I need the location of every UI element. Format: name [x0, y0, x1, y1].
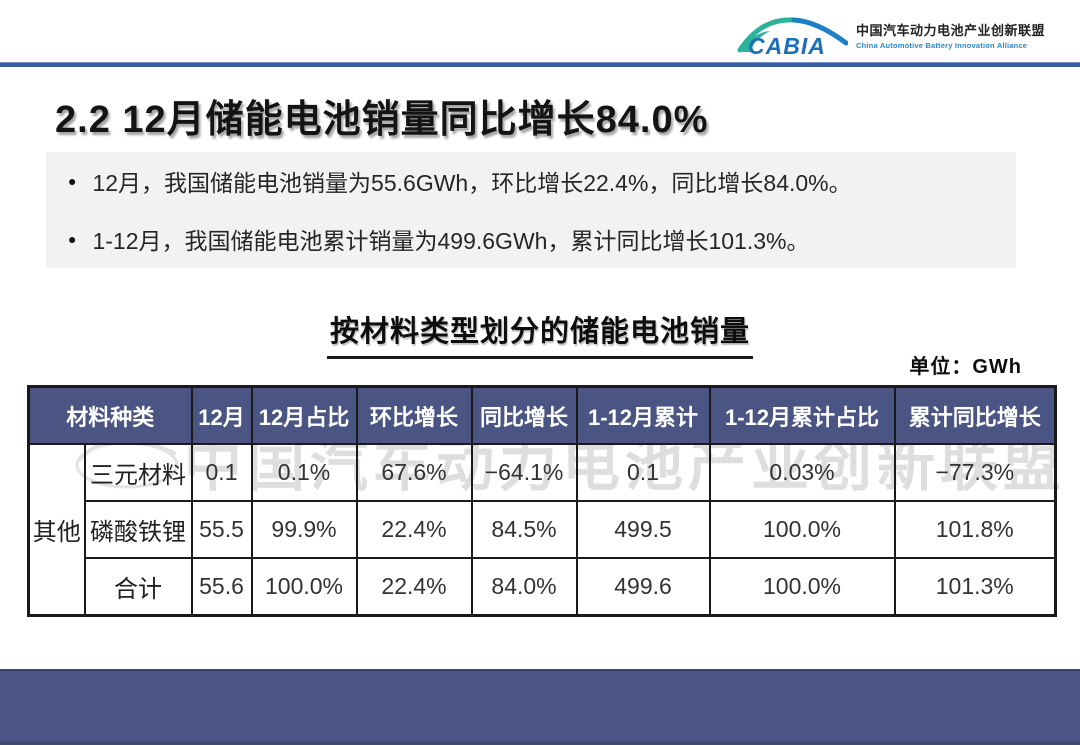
- cell: 101.8%: [893, 500, 1057, 559]
- bullet-item: ● 12月，我国储能电池销量为55.6GWh，环比增长22.4%，同比增长84.…: [68, 164, 1016, 198]
- cell: 100.0%: [250, 557, 358, 617]
- logo-name-cn: 中国汽车动力电池产业创新联盟: [856, 23, 1046, 38]
- col-header-dec: 12月: [190, 385, 253, 445]
- cabia-wordmark: CABIA: [748, 33, 826, 58]
- header-divider-line: [0, 62, 1080, 67]
- cell: −77.3%: [893, 443, 1057, 502]
- cell: 0.03%: [708, 443, 896, 502]
- row-group-label: 其他: [27, 443, 86, 617]
- bullet-text: 1-12月，我国储能电池累计销量为499.6GWh，累计同比增长101.3%。: [92, 228, 810, 254]
- bullet-text: 12月，我国储能电池销量为55.6GWh，环比增长22.4%，同比增长84.0%…: [92, 170, 852, 196]
- material-name: 磷酸铁锂: [83, 500, 193, 559]
- cell: 55.6: [190, 557, 253, 617]
- material-name: 三元材料: [83, 443, 193, 502]
- cell: 84.0%: [470, 557, 578, 617]
- table-title-wrap: 按材料类型划分的储能电池销量: [0, 308, 1080, 359]
- cabia-logo: CABIA 中国汽车动力电池产业创新联盟 China Automotive Ba…: [736, 10, 1056, 60]
- col-header-ytd-total: 1-12月累计: [575, 385, 711, 445]
- col-header-yoy-growth: 同比增长: [470, 385, 578, 445]
- table-row-ternary: 其他 三元材料 0.1 0.1% 67.6% −64.1% 0.1 0.03% …: [27, 443, 1057, 617]
- col-header-material-type: 材料种类: [27, 385, 193, 445]
- material-name: 合计: [83, 557, 193, 617]
- cell: 84.5%: [470, 500, 578, 559]
- cell: 499.6: [575, 557, 711, 617]
- bullet-dot-icon: ●: [68, 231, 77, 247]
- footer-band: [0, 669, 1080, 745]
- table-title: 按材料类型划分的储能电池销量: [326, 308, 753, 359]
- table-row-lfp: 磷酸铁锂 55.5 99.9% 22.4% 84.5% 499.5 100.0%…: [29, 500, 1057, 559]
- cell: 499.5: [575, 500, 711, 559]
- cell: 22.4%: [355, 500, 473, 559]
- cell: 100.0%: [708, 557, 896, 617]
- col-header-ytd-yoy-growth: 累计同比增长: [893, 385, 1057, 445]
- cell: 100.0%: [708, 500, 896, 559]
- cell: −64.1%: [470, 443, 578, 502]
- material-sales-table: 材料种类 12月 12月占比 环比增长 同比增长 1-12月累计 1-12月累计…: [27, 385, 1058, 617]
- table-header-row: 材料种类 12月 12月占比 环比增长 同比增长 1-12月累计 1-12月累计…: [27, 385, 1057, 445]
- cell: 0.1: [190, 443, 253, 502]
- unit-label: 单位：GWh: [909, 356, 1022, 378]
- col-header-dec-share: 12月占比: [250, 385, 358, 445]
- cell: 22.4%: [355, 557, 473, 617]
- cabia-logo-mark-icon: CABIA: [737, 17, 848, 58]
- cell: 0.1: [575, 443, 711, 502]
- logo-text-block: 中国汽车动力电池产业创新联盟 China Automotive Battery …: [856, 20, 1045, 50]
- cell: 67.6%: [355, 443, 473, 502]
- col-header-mom-growth: 环比增长: [355, 385, 473, 445]
- bullet-dot-icon: ●: [68, 173, 77, 189]
- bullet-item: ● 1-12月，我国储能电池累计销量为499.6GWh，累计同比增长101.3%…: [68, 222, 1016, 256]
- page-title: 2.2 12月储能电池销量同比增长84.0%: [55, 99, 709, 141]
- logo-name-en: China Automotive Battery Innovation Alli…: [856, 41, 1028, 50]
- cell: 99.9%: [250, 500, 358, 559]
- highlight-box: ● 12月，我国储能电池销量为55.6GWh，环比增长22.4%，同比增长84.…: [46, 152, 1016, 268]
- cell: 55.5: [190, 500, 253, 559]
- col-header-ytd-share: 1-12月累计占比: [708, 385, 896, 445]
- table-row-total: 合计 55.6 100.0% 22.4% 84.0% 499.6 100.0% …: [29, 557, 1057, 617]
- cell: 0.1%: [250, 443, 358, 502]
- cell: 101.3%: [893, 557, 1057, 617]
